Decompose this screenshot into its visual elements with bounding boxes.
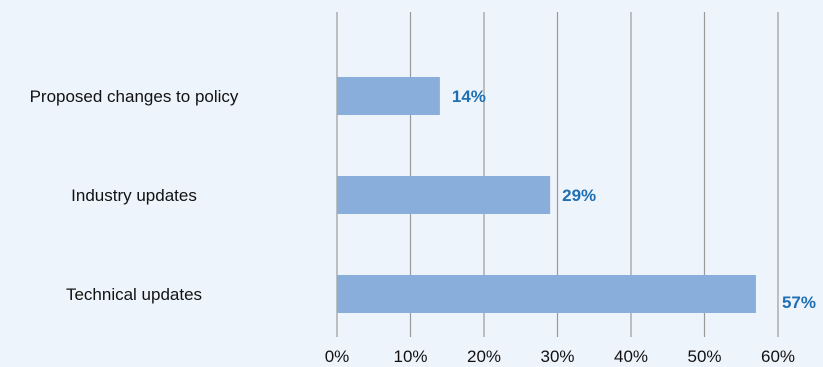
data-label: 14% — [452, 87, 486, 106]
x-tick-label: 0% — [325, 347, 350, 366]
x-axis-tick-labels: 0% 10% 20% 30% 40% 50% 60% — [325, 347, 795, 366]
category-labels: Proposed changes to policy Industry updat… — [30, 87, 239, 304]
bar — [337, 176, 551, 214]
bar — [337, 275, 756, 313]
x-tick-label: 10% — [393, 347, 427, 366]
category-label: Proposed changes to policy — [30, 87, 239, 106]
x-tick-label: 20% — [467, 347, 501, 366]
category-label: Technical updates — [66, 285, 202, 304]
x-tick-label: 60% — [761, 347, 795, 366]
gridlines — [336, 12, 779, 337]
category-label: Industry updates — [71, 186, 197, 205]
x-tick-label: 50% — [687, 347, 721, 366]
data-label: 57% — [782, 293, 816, 312]
bar — [337, 77, 440, 115]
data-labels: 14% 29% 57% — [452, 87, 816, 312]
x-tick-label: 30% — [540, 347, 574, 366]
data-label: 29% — [562, 186, 596, 205]
x-tick-label: 40% — [614, 347, 648, 366]
bars — [337, 77, 756, 313]
